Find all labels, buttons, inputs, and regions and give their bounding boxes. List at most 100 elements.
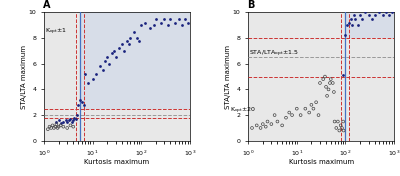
- Point: [69, 120, 75, 123]
- Point: [116, 47, 122, 50]
- X-axis label: Kurtosis maximum: Kurtosis maximum: [288, 159, 354, 165]
- Point: [279, 124, 285, 127]
- Point: [85, 81, 91, 84]
- Point: [313, 101, 319, 104]
- Point: [64, 127, 70, 129]
- Point: [111, 49, 118, 52]
- Point: [60, 125, 66, 128]
- X-axis label: Kurtosis maximum: Kurtosis maximum: [84, 159, 150, 165]
- Point: [372, 14, 378, 16]
- Point: [72, 118, 79, 120]
- Point: [325, 88, 332, 91]
- Point: [106, 62, 112, 65]
- Point: [113, 56, 119, 59]
- Point: [348, 17, 354, 20]
- Point: [157, 21, 164, 24]
- Point: [184, 21, 191, 24]
- Point: [176, 17, 182, 20]
- Point: [357, 14, 363, 16]
- Point: [49, 124, 56, 127]
- Point: [351, 14, 357, 16]
- Point: [254, 124, 260, 127]
- Point: [67, 118, 74, 120]
- Point: [333, 127, 340, 129]
- Point: [99, 69, 106, 71]
- Point: [96, 65, 103, 68]
- Point: [286, 111, 292, 114]
- Point: [257, 127, 264, 129]
- Point: [332, 120, 338, 123]
- Point: [338, 124, 344, 127]
- Point: [70, 119, 76, 122]
- Point: [102, 60, 108, 62]
- Point: [60, 120, 66, 123]
- Point: [71, 116, 78, 119]
- Point: [80, 103, 87, 106]
- Point: [123, 39, 130, 42]
- Point: [150, 24, 157, 27]
- Point: [315, 114, 322, 117]
- Point: [327, 81, 333, 84]
- Y-axis label: STA/LTA maximum: STA/LTA maximum: [21, 45, 27, 109]
- Point: [179, 24, 186, 27]
- Point: [74, 114, 80, 117]
- Point: [133, 37, 140, 39]
- Point: [121, 49, 128, 52]
- Bar: [345, 12, 394, 38]
- Point: [51, 127, 57, 129]
- Point: [283, 116, 289, 119]
- Point: [153, 17, 159, 20]
- Point: [56, 125, 62, 128]
- Point: [302, 107, 308, 110]
- Point: [346, 21, 352, 24]
- Point: [45, 128, 51, 131]
- Point: [344, 24, 351, 27]
- Point: [127, 37, 134, 39]
- Point: [310, 107, 317, 110]
- Point: [336, 129, 342, 132]
- Y-axis label: STA/LTA maximum: STA/LTA maximum: [225, 45, 231, 109]
- Point: [182, 17, 188, 20]
- Point: [126, 43, 132, 46]
- Text: B: B: [247, 0, 254, 10]
- Point: [369, 17, 375, 20]
- Point: [324, 94, 330, 97]
- Point: [64, 120, 70, 123]
- Point: [342, 34, 348, 37]
- Point: [70, 125, 76, 128]
- Point: [119, 43, 125, 46]
- Point: [75, 103, 81, 106]
- Point: [376, 11, 382, 14]
- Point: [56, 119, 62, 122]
- Point: [62, 119, 69, 122]
- Point: [167, 17, 174, 20]
- Point: [352, 17, 358, 20]
- Text: A: A: [42, 0, 50, 10]
- Point: [328, 78, 334, 81]
- Point: [146, 26, 153, 29]
- Point: [274, 120, 281, 123]
- Point: [340, 120, 346, 123]
- Point: [308, 103, 315, 106]
- Point: [317, 81, 323, 84]
- Point: [93, 73, 100, 75]
- Point: [339, 127, 345, 129]
- Bar: [80, 12, 190, 109]
- Point: [54, 127, 61, 129]
- Point: [172, 21, 178, 24]
- Point: [388, 11, 395, 14]
- Point: [249, 127, 255, 129]
- Point: [306, 111, 312, 114]
- Text: STA/LTA$_\mathregular{opt}$$\pm$1.5: STA/LTA$_\mathregular{opt}$$\pm$1.5: [249, 48, 299, 59]
- Point: [349, 24, 356, 27]
- Point: [322, 75, 328, 78]
- Point: [52, 125, 58, 128]
- Point: [380, 14, 386, 16]
- Point: [77, 98, 83, 101]
- Point: [331, 91, 337, 93]
- Text: K$_\mathregular{opt}$$\pm$20: K$_\mathregular{opt}$$\pm$20: [230, 106, 256, 116]
- Point: [48, 127, 54, 129]
- Point: [262, 125, 269, 128]
- Point: [138, 24, 144, 27]
- Point: [130, 30, 137, 33]
